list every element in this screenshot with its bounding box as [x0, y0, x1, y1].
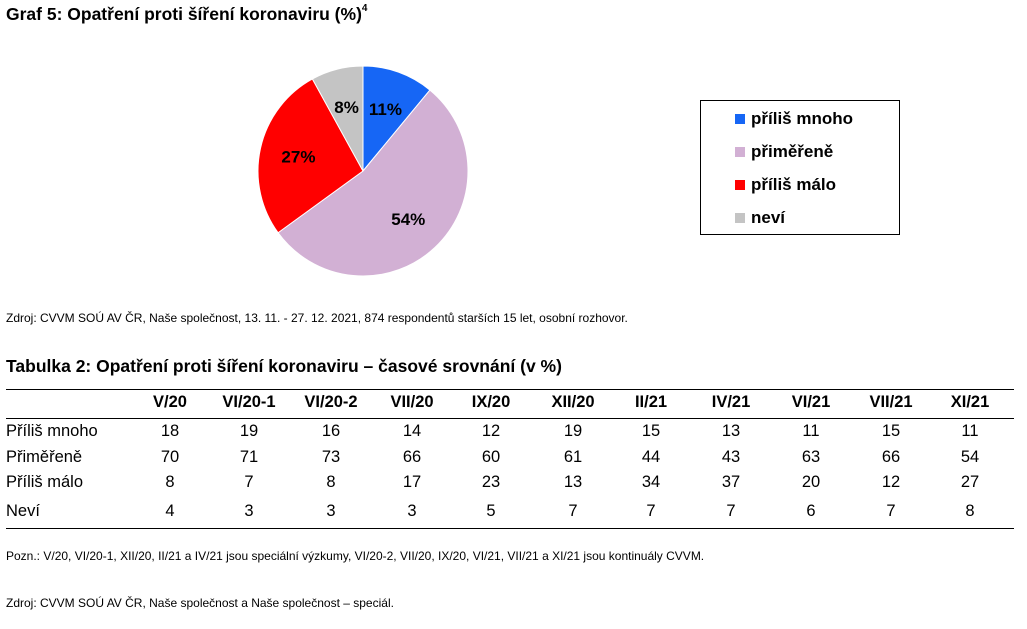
legend-swatch — [735, 114, 745, 124]
table-cell: 44 — [641, 448, 661, 466]
table-cell: 5 — [486, 502, 496, 520]
table-cell: 12 — [881, 473, 901, 491]
table-cell: 16 — [321, 422, 341, 440]
row-label: Příliš mnoho — [6, 422, 98, 440]
legend-label: přiměřeně — [751, 142, 834, 161]
table-cell: 8 — [326, 473, 336, 491]
legend-item: příliš málo — [735, 175, 836, 195]
column-header: VI/20-2 — [304, 393, 358, 411]
table-cell: 37 — [721, 473, 741, 491]
table-cell: 73 — [321, 448, 341, 466]
table-cell: 7 — [646, 502, 656, 520]
legend-swatch — [735, 147, 745, 157]
footnote-mark: 4 — [361, 3, 368, 15]
table-cell: 23 — [481, 473, 501, 491]
table-cell: 7 — [726, 502, 736, 520]
column-header: XII/20 — [551, 393, 595, 411]
table-cell: 14 — [402, 422, 422, 440]
row-label: Neví — [6, 502, 40, 520]
legend-label: příliš mnoho — [751, 109, 853, 128]
table-cell: 7 — [568, 502, 578, 520]
table-cell: 34 — [641, 473, 661, 491]
table-cell: 8 — [165, 473, 175, 491]
legend-swatch — [735, 180, 745, 190]
table-cell: 17 — [402, 473, 422, 491]
table-cell: 70 — [160, 448, 180, 466]
legend-item: příliš mnoho — [735, 109, 853, 129]
table-cell: 3 — [326, 502, 336, 520]
table-title: Tabulka 2: Opatření proti šíření koronav… — [6, 356, 562, 376]
legend-label: neví — [751, 208, 786, 227]
legend-label: příliš málo — [751, 175, 837, 194]
table-source: Zdroj: CVVM SOÚ AV ČR, Naše společnost a… — [6, 596, 394, 610]
legend-swatch — [735, 213, 745, 223]
table-cell: 8 — [965, 502, 975, 520]
table-cell: 61 — [563, 448, 583, 466]
table-cell: 6 — [806, 502, 816, 520]
table-cell: 15 — [641, 422, 661, 440]
chart-legend: příliš mnoho přiměřeně příliš málo neví — [700, 100, 900, 235]
row-label: Příliš málo — [6, 473, 84, 491]
column-header: VI/21 — [791, 393, 831, 411]
column-header: IX/20 — [471, 393, 511, 411]
table-cell: 3 — [244, 502, 254, 520]
pie-chart: 11% 54% 27% 8% — [257, 65, 469, 277]
table-cell: 13 — [563, 473, 583, 491]
chart-title: Graf 5: Opatření proti šíření koronaviru… — [6, 3, 368, 24]
row-label: Přiměřeně — [6, 448, 83, 466]
chart-source: Zdroj: CVVM SOÚ AV ČR, Naše společnost, … — [6, 311, 628, 325]
slice-adequate — [277, 89, 469, 277]
column-header: VII/21 — [869, 393, 913, 411]
table-cell: 43 — [721, 448, 741, 466]
table-cell: 54 — [960, 448, 980, 466]
slice-too-little — [257, 78, 364, 234]
slice-data-label: 11% — [369, 100, 402, 119]
legend-item: přiměřeně — [735, 142, 833, 162]
slice-data-label: 54% — [391, 210, 425, 229]
slice-dont-know — [311, 65, 364, 172]
table-cell: 12 — [481, 422, 501, 440]
table-cell: 19 — [563, 422, 583, 440]
table-cell: 7 — [244, 473, 254, 491]
slice-data-label: 27% — [281, 148, 315, 167]
column-header: IV/21 — [711, 393, 751, 411]
table-note: Pozn.: V/20, VI/20-1, XII/20, II/21 a IV… — [6, 549, 705, 563]
column-header: V/20 — [153, 393, 187, 411]
column-header: XI/21 — [950, 393, 990, 411]
column-header: VI/20-1 — [222, 393, 276, 411]
slice-too-much — [362, 65, 431, 173]
table-cell: 18 — [160, 422, 180, 440]
slice-data-label: 8% — [334, 98, 359, 117]
table-cell: 19 — [239, 422, 259, 440]
table-cell: 11 — [961, 422, 979, 440]
table-cell: 7 — [886, 502, 896, 520]
table-cell: 66 — [881, 448, 901, 466]
table-top-rule — [6, 389, 1014, 390]
table-cell: 13 — [721, 422, 741, 440]
table-cell: 20 — [801, 473, 821, 491]
table-cell: 3 — [407, 502, 417, 520]
table-cell: 71 — [239, 448, 259, 466]
table-bottom-rule — [6, 528, 1014, 529]
table-cell: 60 — [481, 448, 501, 466]
table-cell: 4 — [165, 502, 175, 520]
column-header: II/21 — [634, 393, 668, 411]
table-cell: 63 — [801, 448, 821, 466]
column-header: VII/20 — [390, 393, 434, 411]
table-cell: 27 — [960, 473, 980, 491]
table-cell: 66 — [402, 448, 422, 466]
table-header-rule — [6, 418, 1014, 419]
table-cell: 15 — [881, 422, 901, 440]
table-cell: 11 — [802, 422, 820, 440]
legend-item: neví — [735, 208, 785, 228]
